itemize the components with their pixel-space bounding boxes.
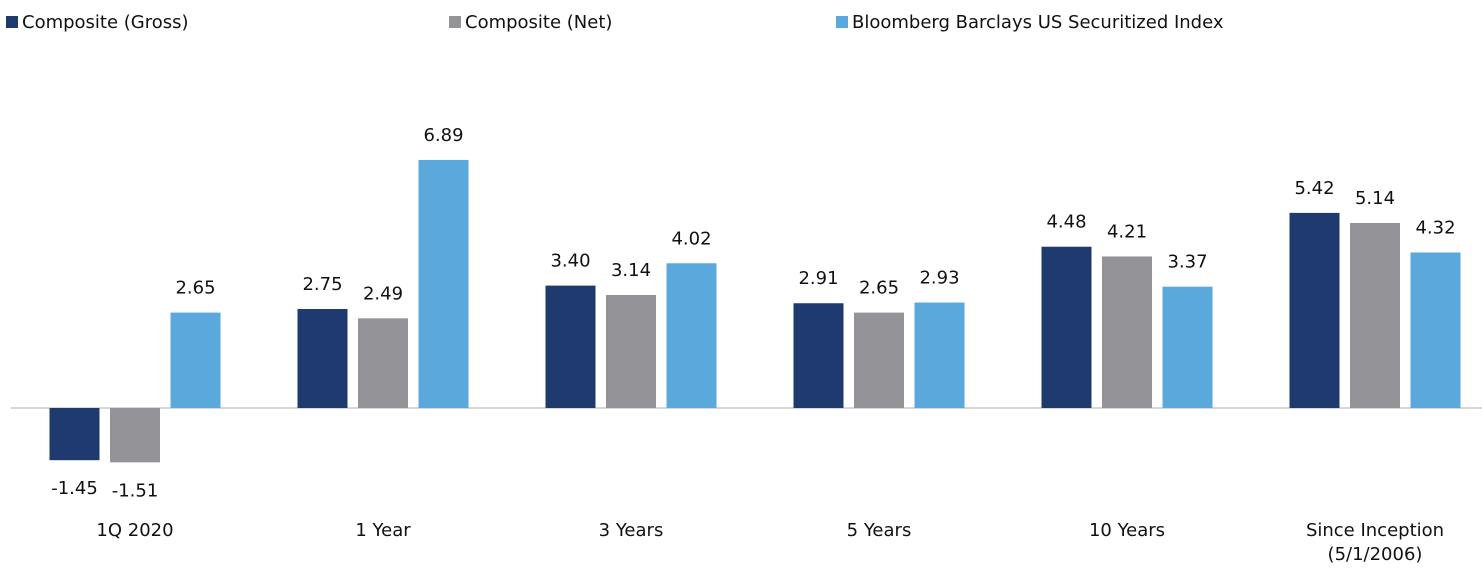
data-label: 4.48 (1046, 212, 1086, 233)
legend-label: Composite (Net) (465, 12, 612, 33)
data-label: 3.14 (611, 260, 651, 281)
data-label: 4.32 (1415, 217, 1455, 238)
bar (170, 312, 221, 408)
bar (1102, 256, 1152, 408)
data-label: 5.14 (1355, 188, 1395, 209)
data-label: 5.42 (1294, 178, 1334, 199)
bar (418, 159, 469, 408)
bar (793, 303, 844, 408)
x-tick-label: 5 Years (846, 520, 912, 541)
data-label: 3.37 (1167, 252, 1207, 273)
legend-swatch (6, 16, 18, 28)
data-label: 2.75 (302, 274, 342, 295)
bar (358, 318, 408, 408)
bar (606, 294, 656, 408)
data-label: 2.93 (919, 268, 959, 289)
bar (297, 309, 348, 408)
bar (49, 408, 100, 461)
x-tick-label: 1Q 2020 (96, 520, 174, 541)
legend-swatch (449, 16, 461, 28)
data-label: 2.49 (363, 283, 403, 304)
legend-swatch (836, 16, 848, 28)
data-label: -1.45 (51, 478, 98, 499)
legend-label: Bloomberg Barclays US Securitized Index (852, 12, 1224, 33)
x-tick-label: 3 Years (598, 520, 664, 541)
legend-label: Composite (Gross) (22, 12, 189, 33)
bar (110, 408, 160, 463)
bar (1162, 286, 1213, 408)
bar (914, 302, 965, 408)
x-tick-label: 10 Years (1088, 520, 1166, 541)
data-label: -1.51 (112, 480, 159, 501)
data-label: 2.91 (798, 268, 838, 289)
bar (545, 285, 596, 408)
data-label: 6.89 (423, 125, 463, 146)
bar (854, 312, 904, 408)
bar (1041, 246, 1092, 408)
x-tick-label: 1 Year (355, 520, 411, 541)
data-label: 2.65 (175, 278, 215, 299)
bar (1289, 212, 1340, 408)
x-tick-label: Since Inception (5/1/2006) (1305, 520, 1445, 565)
data-label: 3.40 (550, 251, 590, 272)
data-label: 2.65 (859, 278, 899, 299)
bar (1410, 252, 1461, 408)
data-label: 4.02 (671, 228, 711, 249)
bar (1350, 222, 1400, 408)
bar (666, 263, 717, 408)
data-label: 4.21 (1107, 221, 1147, 242)
